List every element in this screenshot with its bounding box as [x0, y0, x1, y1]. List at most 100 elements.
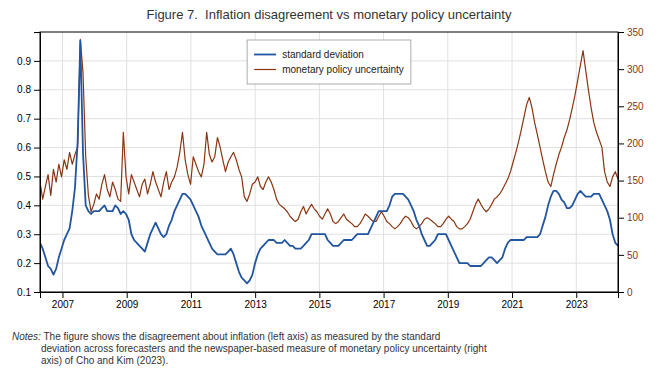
tick-label: 0.3	[17, 229, 31, 240]
tick-mark	[448, 292, 449, 298]
y-axis-tick: 0.5	[17, 171, 40, 182]
tick-label: 2011	[181, 299, 203, 310]
x-axis-tick: 2009	[116, 292, 139, 310]
y-axis: 0.1 0.2 0.3 0.4 0.5 0.6 0.7 0.8 0.9	[17, 33, 40, 298]
x-axis-tick: 2021	[501, 292, 524, 310]
tick-label: 200	[627, 138, 644, 149]
tick-label: 0.4	[17, 200, 31, 211]
legend-label: monetary policy uncertainty	[282, 64, 404, 75]
tick-mark	[618, 255, 624, 256]
tick-mark	[34, 90, 40, 91]
tick-mark	[618, 181, 624, 182]
chart-container: Figure 7. Inflation disagreement vs mone…	[0, 0, 658, 370]
y2-axis-line	[619, 33, 625, 293]
chart-title: Figure 7. Inflation disagreement vs mone…	[147, 7, 512, 22]
x-axis: 2007 2009 2011 2013 2015 2017 2019 2021 2023	[41, 292, 619, 310]
notes-line: deviation across forecasters and the new…	[41, 343, 487, 354]
grid-line-x	[576, 32, 577, 292]
tick-mark	[34, 263, 40, 264]
y-axis-tick: 0.1	[17, 287, 40, 298]
tick-mark	[618, 69, 624, 70]
y-axis-tick: 0.2	[17, 258, 40, 269]
notes-line: axis) of Cho and Kim (2023).	[41, 355, 168, 366]
tick-mark	[62, 292, 63, 298]
legend-label: standard deviation	[282, 49, 364, 60]
tick-mark	[576, 292, 577, 298]
notes-text: The figure shows the disagreement about …	[41, 331, 487, 366]
chart-svg: Figure 7. Inflation disagreement vs mone…	[0, 0, 658, 370]
tick-mark	[34, 119, 40, 120]
notes-line: The figure shows the disagreement about …	[41, 331, 440, 342]
plot-frame	[40, 32, 618, 292]
tick-mark	[618, 218, 624, 219]
grid-line-y	[40, 205, 618, 206]
y2-axis-tick: 300	[618, 64, 644, 75]
lines	[40, 39, 618, 283]
y2-axis-tick: 150	[618, 175, 644, 186]
tick-mark	[34, 292, 40, 293]
legend-item: standard deviation	[254, 49, 364, 60]
x-axis-tick: 2013	[245, 292, 268, 310]
series-line	[40, 39, 618, 228]
tick-label: 0.1	[17, 287, 31, 298]
notes: Notes: The figure shows the disagreement…	[12, 331, 487, 366]
x-axis-tick: 2007	[52, 292, 75, 310]
grid-line-y	[40, 147, 618, 148]
tick-label: 100	[627, 212, 644, 223]
x-axis-tick: 2011	[181, 292, 203, 310]
tick-label: 0.6	[17, 142, 31, 153]
grid-line-y	[40, 263, 618, 264]
x-axis-line	[41, 293, 619, 299]
tick-mark	[34, 148, 40, 149]
y-axis-tick: 0.8	[17, 84, 40, 95]
tick-label: 50	[627, 250, 639, 261]
tick-label: 2013	[245, 299, 268, 310]
tick-mark	[127, 292, 128, 298]
tick-label: 2009	[116, 299, 139, 310]
tick-label: 0.7	[17, 113, 31, 124]
x-axis-tick: 2023	[566, 292, 589, 310]
tick-mark	[618, 143, 624, 144]
tick-mark	[255, 292, 256, 298]
tick-mark	[191, 292, 192, 298]
tick-label: 350	[627, 27, 644, 38]
y-axis-line	[34, 33, 41, 293]
series-line	[40, 41, 618, 284]
tick-mark	[34, 234, 40, 235]
y-axis-tick: 0.3	[17, 229, 40, 240]
y2-axis-tick: 0	[618, 287, 633, 298]
tick-mark	[384, 292, 385, 298]
grid	[40, 32, 618, 292]
grid-line-x	[512, 32, 513, 292]
tick-label: 0.5	[17, 171, 31, 182]
tick-label: 300	[627, 64, 644, 75]
grid-line-x	[190, 32, 191, 292]
y2-axis-tick: 250	[618, 101, 644, 112]
tick-label: 2015	[309, 299, 332, 310]
tick-label: 150	[627, 175, 644, 186]
plot-area: 2007200920112013201520172019202120230.10…	[17, 27, 644, 310]
tick-label: 2017	[373, 299, 396, 310]
y-axis-tick: 0.9	[17, 56, 40, 67]
tick-mark	[618, 292, 624, 293]
tick-label: 2007	[52, 299, 75, 310]
x-axis-tick: 2017	[373, 292, 396, 310]
grid-line-x	[62, 32, 63, 292]
legend-item: monetary policy uncertainty	[254, 64, 404, 75]
y2-axis: 0 50 100 150 200 250 300 350	[618, 27, 644, 298]
grid-line-y	[40, 89, 618, 90]
tick-label: 0.2	[17, 258, 31, 269]
y2-axis-tick: 200	[618, 138, 644, 149]
tick-mark	[34, 61, 40, 62]
tick-mark	[34, 205, 40, 206]
x-axis-tick: 2015	[309, 292, 332, 310]
y2-axis-tick: 100	[618, 212, 644, 223]
tick-mark	[512, 292, 513, 298]
x-axis-tick: 2019	[437, 292, 460, 310]
legend-swatch	[254, 54, 276, 56]
y-axis-tick: 0.6	[17, 142, 40, 153]
tick-label: 2023	[566, 299, 589, 310]
grid-line-y	[40, 176, 618, 177]
y2-axis-tick: 50	[618, 250, 639, 261]
tick-mark	[319, 292, 320, 298]
